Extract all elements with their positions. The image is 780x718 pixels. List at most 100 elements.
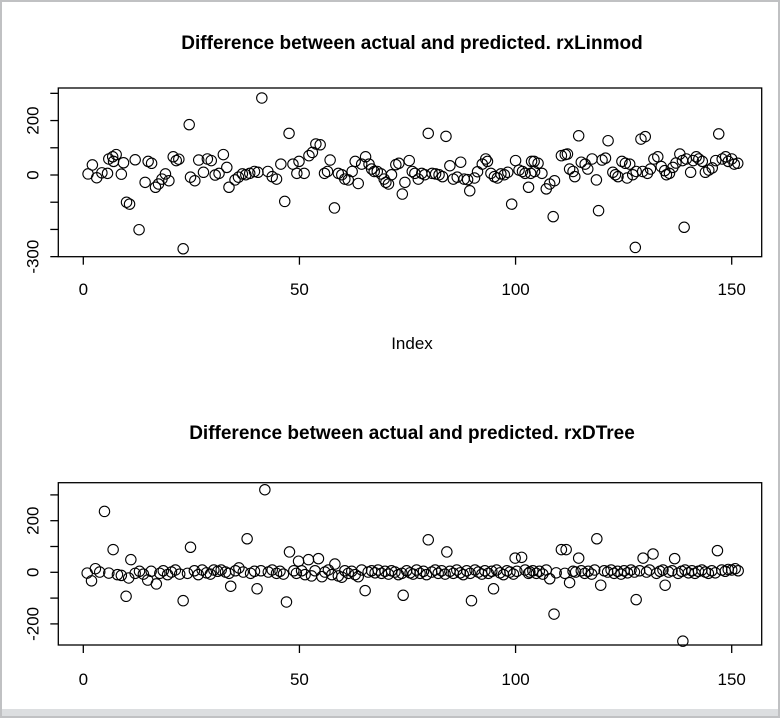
data-point xyxy=(652,151,664,163)
data-point xyxy=(609,168,622,181)
data-point xyxy=(310,138,322,150)
data-point xyxy=(197,166,210,179)
data-point xyxy=(355,158,368,170)
data-point xyxy=(639,130,652,143)
data-point xyxy=(399,176,411,189)
data-point xyxy=(569,566,582,578)
data-point xyxy=(491,172,504,184)
data-point xyxy=(352,177,364,190)
data-point xyxy=(248,565,261,578)
data-point xyxy=(709,154,722,167)
data-point xyxy=(575,565,588,577)
data-point xyxy=(502,166,514,179)
data-point xyxy=(612,170,624,183)
window-bottom-strip xyxy=(2,709,778,716)
data-point xyxy=(181,567,194,580)
x-axis-tick-label: 150 xyxy=(718,280,746,299)
data-point xyxy=(274,565,286,578)
data-point xyxy=(223,567,235,580)
data-point xyxy=(217,148,230,161)
data-point xyxy=(463,185,476,197)
data-point xyxy=(293,155,305,168)
data-point xyxy=(619,157,632,170)
data-point xyxy=(133,565,146,578)
data-point xyxy=(173,568,186,580)
data-point xyxy=(729,562,741,575)
data-point xyxy=(339,565,351,577)
data-point xyxy=(590,174,603,186)
data-point xyxy=(629,241,642,254)
data-point xyxy=(509,154,522,167)
data-point xyxy=(256,92,268,104)
data-point xyxy=(157,565,170,577)
data-point xyxy=(372,564,384,576)
data-point xyxy=(655,160,667,173)
data-point xyxy=(103,567,115,579)
data-point xyxy=(420,568,433,581)
data-point xyxy=(145,565,157,578)
data-point xyxy=(599,152,612,164)
data-point xyxy=(582,565,594,578)
data-point xyxy=(137,568,150,580)
data-point xyxy=(255,565,267,577)
data-point xyxy=(115,168,128,180)
data-point xyxy=(365,163,378,175)
data-point xyxy=(278,195,291,208)
data-point xyxy=(382,568,395,580)
data-point xyxy=(145,157,158,170)
data-point xyxy=(385,168,398,181)
data-point xyxy=(237,566,249,578)
data-point xyxy=(417,565,430,578)
data-point xyxy=(663,167,676,180)
data-point xyxy=(125,553,137,566)
data-point xyxy=(129,154,141,166)
data-point xyxy=(479,565,491,577)
data-point xyxy=(465,594,478,607)
data-point xyxy=(120,196,133,208)
x-axis-tick-label: 50 xyxy=(290,670,309,689)
data-point xyxy=(163,174,175,187)
data-point xyxy=(120,590,132,603)
data-point xyxy=(117,157,130,169)
data-point xyxy=(696,155,709,168)
data-point xyxy=(586,153,598,165)
data-point xyxy=(189,174,201,187)
data-point xyxy=(159,168,172,180)
data-point xyxy=(299,568,311,581)
data-point xyxy=(461,173,474,186)
data-point xyxy=(548,174,561,187)
data-point xyxy=(561,148,574,160)
data-point xyxy=(732,565,744,577)
data-point xyxy=(679,564,691,576)
data-point xyxy=(328,202,341,214)
plot-title-rxdtree: Difference between actual and predicted.… xyxy=(189,423,635,444)
data-point xyxy=(441,546,453,558)
data-point xyxy=(572,552,585,564)
data-point xyxy=(511,565,523,578)
data-point xyxy=(621,567,634,579)
data-point xyxy=(711,544,724,557)
data-point xyxy=(712,128,725,140)
data-point xyxy=(528,165,541,178)
data-point xyxy=(232,171,245,183)
data-point xyxy=(481,155,494,168)
data-point xyxy=(668,552,681,565)
data-point xyxy=(684,166,697,179)
data-point xyxy=(314,139,326,151)
data-point xyxy=(509,552,521,564)
data-point xyxy=(85,575,98,587)
data-point xyxy=(259,483,271,496)
data-point xyxy=(444,159,456,172)
data-point xyxy=(359,151,372,163)
data-point xyxy=(630,165,642,178)
data-point xyxy=(628,566,641,578)
data-point xyxy=(188,565,201,577)
x-axis-tick-label: 100 xyxy=(501,670,529,689)
data-point xyxy=(312,552,325,565)
data-point xyxy=(468,172,481,184)
data-point xyxy=(110,148,122,161)
data-point xyxy=(223,181,235,193)
data-point xyxy=(169,564,182,576)
